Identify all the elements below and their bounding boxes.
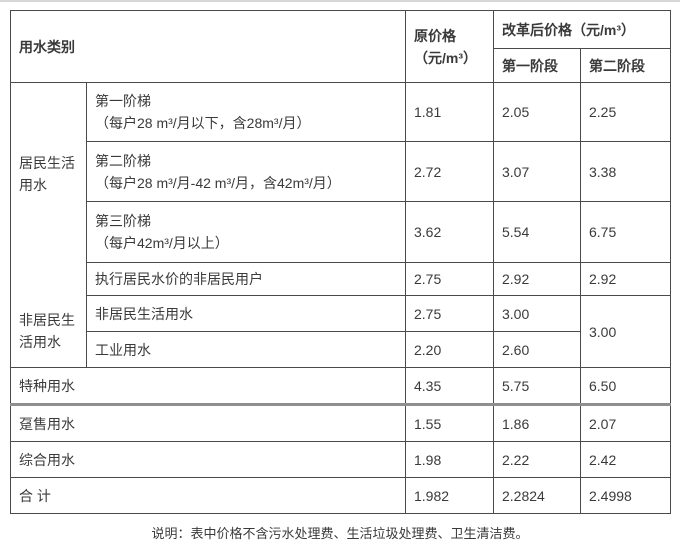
group-label-residential: 居民生活用水 — [19, 155, 75, 194]
header-original-price: 原价格 （元/m³） — [405, 10, 494, 83]
cell-wholesale-stage1: 1.86 — [493, 403, 581, 442]
cell-comprehensive-stage1: 2.22 — [493, 441, 581, 478]
cell-nrd-original: 2.75 — [405, 295, 494, 332]
cell-comprehensive-original: 1.98 — [405, 441, 494, 478]
header-row-2: 第一阶段 第二阶段 — [11, 48, 671, 83]
group-cell-residential: 居民生活用水 — [10, 82, 87, 296]
cell-industrial-stage1: 2.60 — [493, 331, 581, 368]
table-note: 说明：表中价格不含污水处理费、生活垃圾处理费、卫生清洁费。 — [151, 526, 529, 541]
cell-total-stage1: 2.2824 — [493, 477, 581, 514]
header-reformed-price: 改革后价格（元/m³） — [493, 10, 671, 49]
row-wholesale: 趸售用水 1.55 1.86 2.07 — [10, 403, 671, 442]
tier2-title: 第二阶梯 — [95, 152, 151, 169]
cell-tier3-original: 3.62 — [405, 201, 494, 263]
tier2-desc: （每户28 m³/月-42 m³/月，含42m³/月） — [95, 174, 341, 191]
row-total: 合 计 1.982 2.2824 2.4998 — [10, 477, 671, 514]
cell-tier1-stage2: 2.25 — [580, 82, 671, 142]
cell-nrd-label: 非居民生活用水 — [86, 295, 406, 332]
tier3-desc: （每户42m³/月以上） — [95, 235, 229, 251]
header-original-price-line2: （元/m³） — [414, 49, 477, 66]
header-stage2: 第二阶段 — [580, 48, 671, 83]
cell-comprehensive-stage2: 2.42 — [580, 441, 671, 478]
tier1-desc: （每户28 m³/月以下，含28m³/月） — [95, 115, 311, 131]
row-tier3: 第三阶梯 （每户42m³/月以上） 3.62 5.54 6.75 — [11, 201, 671, 263]
row-tier1: 居民生活用水 第一阶梯 （每户28 m³/月以下，含28m³/月） 1.81 2… — [10, 82, 671, 296]
cell-tier3-label: 第三阶梯 （每户42m³/月以上） — [86, 201, 406, 263]
cell-tier2-label: 第二阶梯 （每户28 m³/月-42 m³/月，含42m³/月） — [86, 141, 406, 202]
header-row-1: 用水类别 原价格 （元/m³） 改革后价格（元/m³） — [10, 10, 671, 83]
cell-nrarp-stage2: 2.92 — [580, 262, 671, 296]
water-price-table: 用水类别 原价格 （元/m³） 改革后价格（元/m³） 第一阶段 第二阶段 居民… — [10, 10, 671, 514]
tier3-title: 第三阶梯 — [95, 213, 151, 229]
cell-nrarp-stage1: 2.92 — [493, 262, 581, 296]
cell-comprehensive-label: 综合用水 — [10, 441, 406, 478]
header-original-price-line1: 原价格 — [414, 27, 456, 44]
cell-industrial-label: 工业用水 — [86, 331, 406, 368]
header-category: 用水类别 — [10, 10, 406, 83]
row-non-resident-at-resident-price: 执行居民水价的非居民用户 2.75 2.92 2.92 — [11, 262, 671, 296]
row-tier2: 第二阶梯 （每户28 m³/月-42 m³/月，含42m³/月） 2.72 3.… — [11, 141, 671, 202]
header-stage1: 第一阶段 — [493, 48, 581, 83]
cell-total-original: 1.982 — [405, 477, 494, 514]
row-comprehensive: 综合用水 1.98 2.22 2.42 — [10, 441, 671, 478]
cell-special-label: 特种用水 — [10, 367, 406, 405]
group-cell-non-residential: 非居民生活用水 — [10, 295, 87, 368]
cell-nrarp-original: 2.75 — [405, 262, 494, 296]
row-non-residential-domestic: 非居民生活用水 非居民生活用水 2.75 3.00 3.00 — [10, 295, 671, 368]
cell-special-stage2: 6.50 — [580, 367, 671, 405]
cell-tier3-stage1: 5.54 — [493, 201, 581, 263]
cell-industrial-original: 2.20 — [405, 331, 494, 368]
cell-wholesale-original: 1.55 — [405, 403, 494, 442]
cell-wholesale-stage2: 2.07 — [580, 403, 671, 442]
cell-tier1-stage1: 2.05 — [493, 82, 581, 142]
cell-tier2-stage2: 3.38 — [580, 141, 671, 202]
group-label-non-residential: 非居民生活用水 — [19, 312, 75, 351]
cell-tier3-stage2: 6.75 — [580, 201, 671, 263]
cell-nrarp-label: 执行居民水价的非居民用户 — [86, 262, 406, 296]
row-industrial: 工业用水 2.20 2.60 — [11, 331, 671, 368]
cell-tier2-stage1: 3.07 — [493, 141, 581, 202]
cell-special-stage1: 5.75 — [493, 367, 581, 405]
cell-non-residential-stage2-merged: 3.00 — [580, 295, 671, 368]
row-special: 特种用水 4.35 5.75 6.50 — [10, 367, 671, 405]
cell-wholesale-label: 趸售用水 — [10, 403, 406, 442]
cell-nrd-stage1: 3.00 — [493, 295, 581, 332]
cell-tier2-original: 2.72 — [405, 141, 494, 202]
screenshot-top-edge — [0, 0, 680, 2]
cell-total-stage2: 2.4998 — [580, 477, 671, 514]
cell-special-original: 4.35 — [405, 367, 494, 405]
cell-tier1-original: 1.81 — [405, 82, 494, 142]
tier1-title: 第一阶梯 — [95, 93, 151, 109]
cell-tier1-label: 第一阶梯 （每户28 m³/月以下，含28m³/月） — [86, 82, 406, 142]
cell-total-label: 合 计 — [10, 477, 406, 514]
